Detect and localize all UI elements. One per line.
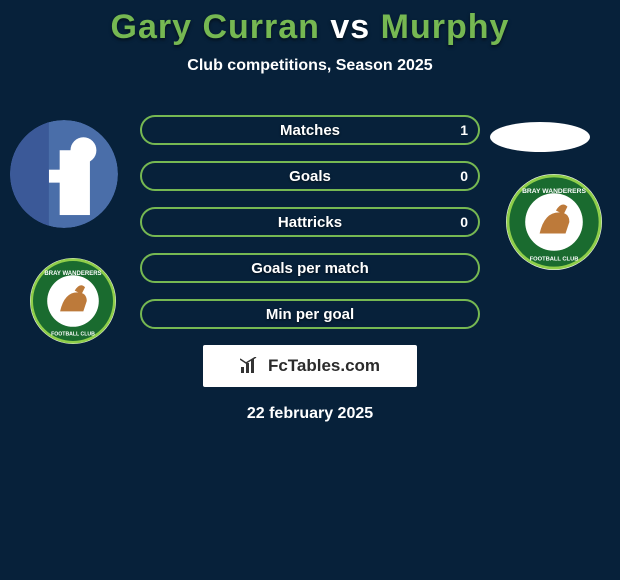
player1-photo: [10, 120, 118, 228]
title-part-2: vs: [320, 8, 381, 46]
crest-svg-left: BRAY WANDERERS FOOTBALL CLUB: [30, 258, 116, 344]
stat-label: Goals per match: [142, 255, 478, 281]
page-title: Gary Curran vs Murphy: [0, 8, 620, 47]
title-part-3: Murphy: [381, 8, 510, 46]
stat-value-right: 1: [460, 117, 468, 143]
title-part-1: Gary Curran: [111, 8, 320, 46]
stat-label: Matches: [142, 117, 478, 143]
crest-svg-right: BRAY WANDERERS FOOTBALL CLUB: [506, 174, 602, 270]
stat-row-goals: Goals 0: [140, 161, 480, 191]
svg-text:FOOTBALL CLUB: FOOTBALL CLUB: [51, 331, 95, 337]
stat-row-goals-per-match: Goals per match: [140, 253, 480, 283]
player1-photo-svg: [10, 120, 118, 228]
brand-text: FcTables.com: [268, 356, 380, 376]
stat-value-right: 0: [460, 209, 468, 235]
infographic-date: 22 february 2025: [0, 405, 620, 423]
brand-attribution[interactable]: FcTables.com: [203, 345, 417, 387]
subtitle: Club competitions, Season 2025: [0, 57, 620, 75]
svg-text:BRAY WANDERERS: BRAY WANDERERS: [522, 188, 586, 195]
player2-club-crest: BRAY WANDERERS FOOTBALL CLUB: [506, 174, 602, 270]
stats-container: Matches 1 Goals 0 Hattricks 0 Goals per …: [140, 115, 480, 329]
svg-text:FOOTBALL CLUB: FOOTBALL CLUB: [530, 256, 579, 262]
stat-label: Hattricks: [142, 209, 478, 235]
player2-photo-placeholder: [490, 122, 590, 152]
svg-text:BRAY WANDERERS: BRAY WANDERERS: [44, 271, 101, 277]
stat-row-min-per-goal: Min per goal: [140, 299, 480, 329]
stat-label: Goals: [142, 163, 478, 189]
player1-club-crest: BRAY WANDERERS FOOTBALL CLUB: [30, 258, 116, 344]
bar-chart-icon: [240, 357, 262, 375]
stat-value-right: 0: [460, 163, 468, 189]
stat-label: Min per goal: [142, 301, 478, 327]
stat-row-hattricks: Hattricks 0: [140, 207, 480, 237]
stat-row-matches: Matches 1: [140, 115, 480, 145]
